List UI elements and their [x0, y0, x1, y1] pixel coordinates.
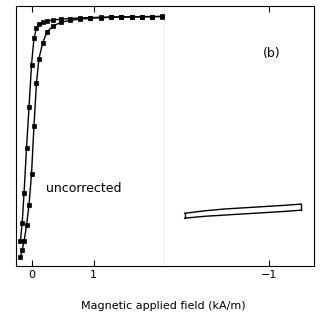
Text: uncorrected: uncorrected: [46, 182, 122, 196]
Text: Magnetic applied field (kA/m): Magnetic applied field (kA/m): [81, 300, 245, 311]
Text: (b): (b): [263, 46, 281, 60]
